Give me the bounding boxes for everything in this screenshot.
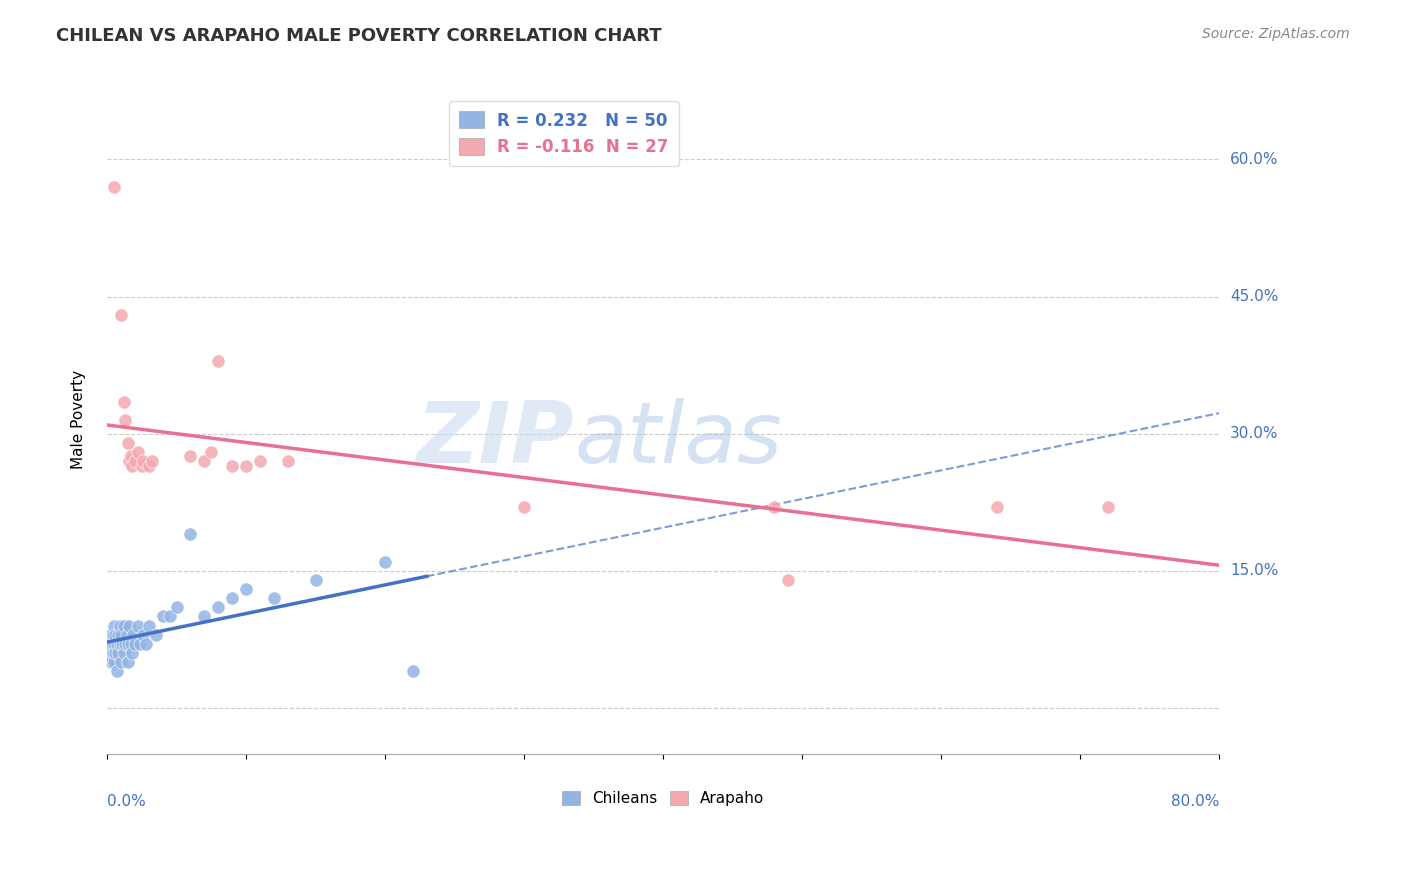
Point: [101, 628, 124, 642]
Point: [207, 353, 229, 368]
Point: [121, 646, 143, 660]
Point: [132, 628, 155, 642]
Text: 45.0%: 45.0%: [1230, 289, 1278, 304]
Point: [124, 454, 146, 468]
Point: [112, 394, 135, 409]
Point: [117, 655, 139, 669]
Text: 30.0%: 30.0%: [1230, 426, 1278, 442]
Point: [179, 450, 201, 464]
Point: [104, 646, 127, 660]
Text: ZIP: ZIP: [416, 399, 574, 482]
Point: [97, 637, 120, 651]
Point: [304, 573, 326, 587]
Point: [141, 454, 163, 468]
Point: [207, 600, 229, 615]
Text: 15.0%: 15.0%: [1230, 563, 1278, 578]
Point: [112, 646, 135, 660]
Text: 0.0%: 0.0%: [107, 794, 146, 808]
Point: [117, 637, 139, 651]
Point: [112, 618, 135, 632]
Point: [121, 458, 143, 473]
Point: [235, 582, 257, 596]
Point: [103, 618, 125, 632]
Point: [200, 445, 222, 459]
Point: [193, 454, 215, 468]
Point: [107, 646, 129, 660]
Point: [1097, 500, 1119, 514]
Point: [103, 637, 125, 651]
Point: [114, 413, 136, 427]
Text: atlas: atlas: [574, 399, 782, 482]
Point: [138, 458, 160, 473]
Y-axis label: Male Poverty: Male Poverty: [72, 370, 86, 469]
Point: [108, 618, 131, 632]
Point: [135, 637, 157, 651]
Point: [122, 628, 145, 642]
Point: [120, 637, 142, 651]
Point: [110, 628, 132, 642]
Point: [103, 180, 125, 194]
Point: [101, 646, 124, 660]
Point: [105, 665, 128, 679]
Point: [104, 628, 127, 642]
Point: [103, 655, 125, 669]
Point: [118, 454, 141, 468]
Point: [105, 637, 128, 651]
Point: [127, 618, 149, 632]
Point: [115, 628, 138, 642]
Point: [249, 454, 271, 468]
Point: [159, 609, 181, 624]
Point: [179, 527, 201, 541]
Point: [108, 637, 131, 651]
Point: [107, 628, 129, 642]
Point: [221, 591, 243, 606]
Point: [138, 618, 160, 632]
Text: CHILEAN VS ARAPAHO MALE POVERTY CORRELATION CHART: CHILEAN VS ARAPAHO MALE POVERTY CORRELAT…: [56, 27, 662, 45]
Point: [118, 618, 141, 632]
Point: [263, 591, 285, 606]
Point: [986, 500, 1008, 514]
Point: [513, 500, 536, 514]
Point: [763, 500, 786, 514]
Point: [127, 445, 149, 459]
Point: [110, 655, 132, 669]
Point: [110, 308, 132, 322]
Point: [100, 637, 122, 651]
Point: [120, 450, 142, 464]
Point: [117, 435, 139, 450]
Point: [221, 458, 243, 473]
Point: [778, 573, 800, 587]
Point: [100, 655, 122, 669]
Point: [145, 628, 167, 642]
Point: [98, 628, 121, 642]
Text: 60.0%: 60.0%: [1230, 152, 1278, 167]
Point: [124, 637, 146, 651]
Text: Source: ZipAtlas.com: Source: ZipAtlas.com: [1202, 27, 1350, 41]
Point: [114, 637, 136, 651]
Point: [129, 637, 152, 651]
Point: [277, 454, 299, 468]
Point: [152, 609, 174, 624]
Point: [132, 454, 155, 468]
Point: [374, 555, 396, 569]
Point: [402, 665, 425, 679]
Point: [235, 458, 257, 473]
Text: 80.0%: 80.0%: [1171, 794, 1219, 808]
Point: [131, 458, 153, 473]
Legend: Chileans, Arapaho: Chileans, Arapaho: [555, 785, 770, 813]
Point: [193, 609, 215, 624]
Point: [166, 600, 188, 615]
Point: [98, 646, 121, 660]
Point: [111, 637, 134, 651]
